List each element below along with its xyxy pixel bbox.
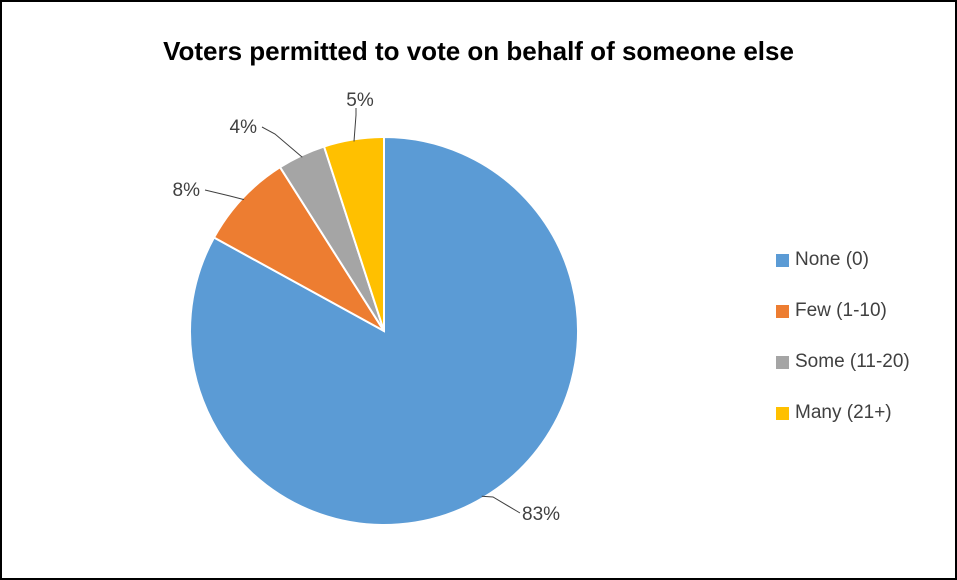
pie-slice-2 (212, 165, 385, 332)
legend-swatch-1 (776, 253, 789, 267)
legend-entry-1: None (0) (776, 246, 910, 274)
leader-line-4 (353, 108, 357, 142)
legend: None (0) Few (1-10) Some (11-20) Many (21+) (776, 246, 910, 450)
legend-entry-2: Few (1-10) (776, 297, 910, 325)
legend-swatch-2 (776, 304, 789, 318)
data-label-1: 83% (522, 504, 560, 525)
leader-line-2 (204, 189, 245, 201)
legend-label-3: Some (11-20) (795, 351, 910, 372)
legend-swatch-4 (776, 406, 789, 420)
leader-line-1 (481, 495, 521, 514)
data-label-4: 5% (346, 90, 374, 111)
data-label-2: 8% (173, 180, 201, 201)
chart-title: Voters permitted to vote on behalf of so… (163, 36, 794, 66)
legend-entry-3: Some (11-20) (776, 348, 910, 376)
legend-swatch-3 (776, 355, 789, 369)
data-label-3: 4% (230, 117, 258, 138)
legend-label-1: None (0) (795, 249, 869, 270)
legend-entry-4: Many (21+) (776, 399, 910, 427)
legend-label-2: Few (1-10) (795, 300, 887, 321)
leader-line-3 (261, 126, 303, 158)
legend-label-4: Many (21+) (795, 402, 892, 423)
